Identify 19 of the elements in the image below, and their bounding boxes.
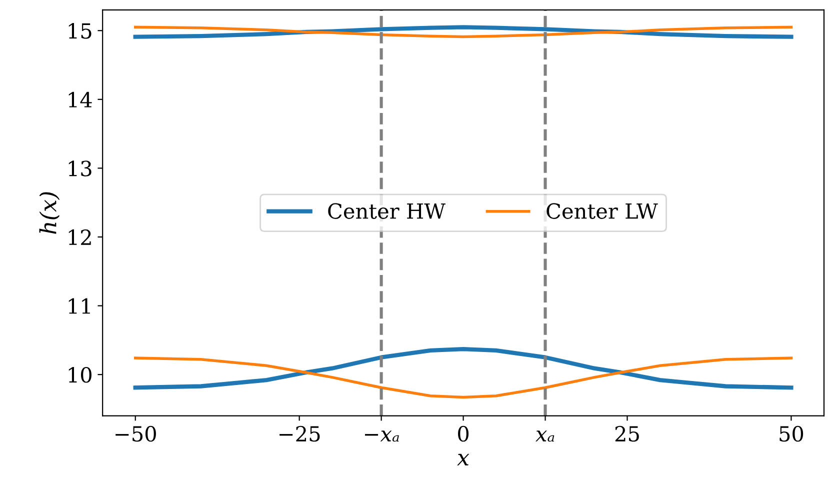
y-tick-label: 15 (68, 23, 92, 39)
y-tick-label: 10 (68, 367, 92, 383)
line-series (134, 356, 793, 399)
x-tick-label: −50 (116, 426, 156, 442)
x-tick-label: −xₐ (365, 430, 399, 442)
y-tick-label: 11 (68, 298, 90, 314)
x-tick-label: 0 (458, 426, 469, 442)
y-tick-label: 12 (68, 229, 91, 245)
legend-label: Center LW (546, 203, 658, 219)
x-tick-label: xₐ (536, 430, 554, 442)
x-axis-title: x (457, 454, 470, 466)
x-tick-label: 25 (615, 426, 639, 442)
y-axis-title: h(x) (39, 192, 60, 234)
x-tick-label: 50 (780, 426, 804, 442)
line-series (133, 347, 794, 390)
y-tick-label: 14 (68, 92, 92, 108)
legend-label: Center HW (328, 203, 446, 219)
x-tick-label: −25 (280, 426, 320, 442)
y-tick-label: 13 (68, 160, 92, 176)
